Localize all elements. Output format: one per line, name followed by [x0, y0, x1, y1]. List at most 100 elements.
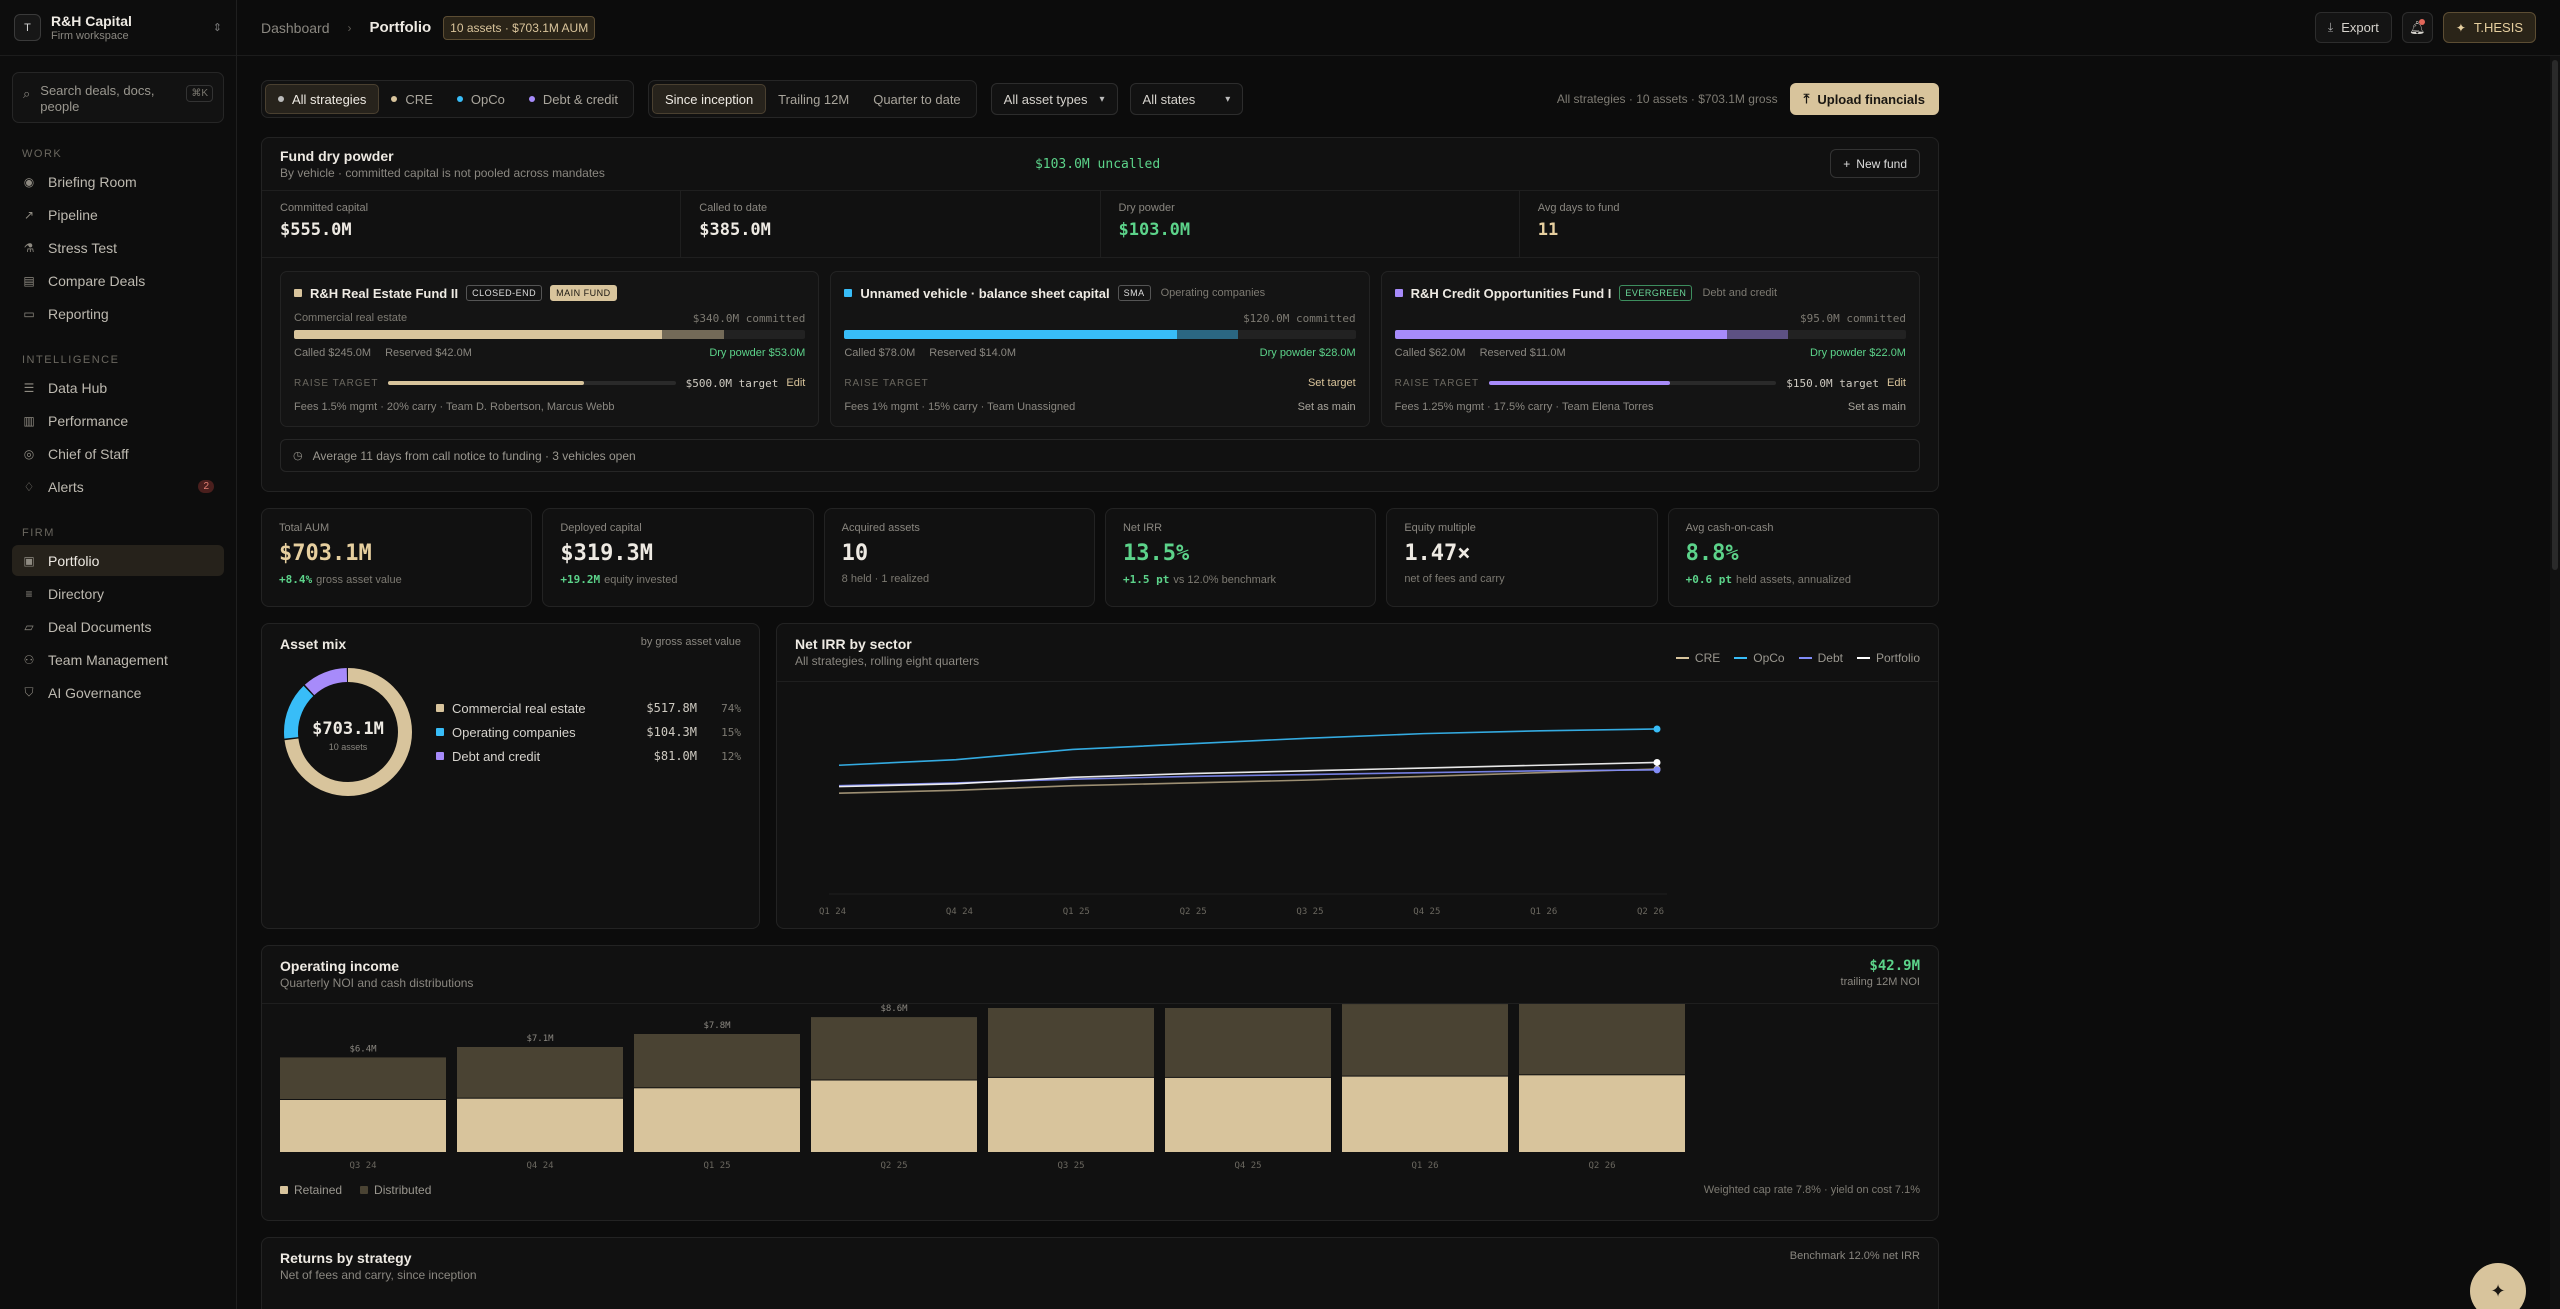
workspace-switcher[interactable]: T R&H Capital Firm workspace ⇕ [0, 0, 236, 56]
strategy-label: OpCo [470, 91, 505, 107]
search-placeholder: Search deals, docs, people [40, 83, 155, 114]
sidebar-item-chief-of-staff[interactable]: ◎ Chief of Staff [12, 438, 224, 469]
trailing-noi-label: trailing 12M NOI [1840, 976, 1920, 988]
upload-financials-button[interactable]: ⤒ Upload financials [1789, 83, 1939, 115]
asset-mix-row: Operating companies $104.3M 15% [436, 720, 741, 744]
asset-type-select[interactable]: All asset types ▾ [990, 83, 1118, 115]
legend-item: Debt [1798, 647, 1843, 669]
asset-mix-row: Commercial real estate $517.8M 74% [436, 696, 741, 720]
nav-section-intelligence: INTELLIGENCE [22, 354, 120, 366]
sidebar-item-label: Stress Test [48, 239, 117, 256]
raise-target-value: $150.0M target [1786, 376, 1880, 390]
period-option[interactable]: Quarter to date [873, 91, 961, 107]
sidebar-item-team-management[interactable]: ⚇ Team Management [12, 644, 224, 675]
strategy-option[interactable]: CRE [379, 84, 444, 114]
fund-committed: $340.0M committed [692, 312, 806, 325]
sidebar-item-pipeline[interactable]: ↗ Pipeline [12, 199, 224, 230]
period-option[interactable]: Trailing 12M [778, 91, 850, 107]
raise-progress [388, 381, 584, 385]
x-tick-label: Q1 25 [1063, 907, 1090, 917]
state-select[interactable]: All states ▾ [1129, 83, 1244, 115]
sidebar-item-performance[interactable]: ▥ Performance [12, 405, 224, 436]
fund-name: Unnamed vehicle · balance sheet capital [860, 285, 1110, 301]
sidebar-item-briefing-room[interactable]: ◉ Briefing Room [12, 166, 224, 197]
trend-icon: ↗ [23, 207, 35, 222]
sidebar-item-deal-documents[interactable]: ▱ Deal Documents [12, 611, 224, 642]
legend-retained: Retained [294, 1183, 343, 1197]
legend-distributed: Distributed [374, 1183, 432, 1197]
strategy-dot [278, 96, 284, 102]
raise-target-action[interactable]: Edit [1887, 377, 1906, 389]
stat-label: Called to date [699, 202, 768, 214]
kpi-delta: +19.2M [560, 573, 601, 586]
kpi-note: equity invested [604, 574, 678, 586]
series-line [838, 768, 1658, 794]
search-input[interactable]: ⌕ Search deals, docs, people ⌘K [12, 72, 224, 123]
scrollbar[interactable] [2550, 56, 2560, 1309]
bar-retained [811, 1080, 977, 1152]
irr-legend: CRE OpCo Debt Portfolio [1675, 647, 1920, 669]
kpi-value: $703.1M [279, 541, 372, 566]
donut-center-sub: 10 assets [329, 742, 368, 752]
series-endpoint [1653, 766, 1661, 774]
fund-dry-powder: Dry powder $22.0M [1809, 347, 1906, 359]
panel-subtitle: Quarterly NOI and cash distributions [280, 976, 474, 990]
notifications-button[interactable]: 🔔︎ [2401, 12, 2433, 43]
irr-line-chart: Q1 24 Q4 24 Q1 25 Q2 25 Q3 25 Q4 25 Q1 26 Q2 26 [819, 725, 1667, 917]
workspace-name: R&H Capital [51, 13, 132, 29]
breadcrumb-dashboard[interactable]: Dashboard [261, 19, 330, 36]
mix-value: $81.0M [653, 749, 697, 763]
strategy-option[interactable]: Debt & credit [517, 84, 630, 114]
kpi-value: 8.8% [1685, 541, 1739, 566]
sidebar-item-stress-test[interactable]: ⚗ Stress Test [12, 232, 224, 263]
clock-icon: ◷ [293, 450, 303, 462]
fund-capital-bar [844, 330, 1356, 339]
sidebar-item-compare-deals[interactable]: ▤ Compare Deals [12, 265, 224, 296]
strategy-option[interactable]: All strategies [265, 84, 380, 114]
sidebar-item-reporting[interactable]: ▭ Reporting [12, 298, 224, 329]
thesis-button[interactable]: ✦ T.HESIS [2442, 12, 2536, 43]
sidebar: T R&H Capital Firm workspace ⇕ ⌕ Search … [0, 0, 237, 1309]
raise-target-action[interactable]: Edit [786, 377, 806, 389]
set-as-main-button[interactable]: Set as main [1297, 401, 1356, 413]
raise-target-action[interactable]: Set target [1307, 377, 1356, 389]
net-irr-panel: Net IRR by sector All strategies, rollin… [776, 623, 1939, 929]
sidebar-item-directory[interactable]: ≡ Directory [12, 578, 224, 609]
donut-slice [284, 668, 412, 796]
kpi-value: $319.3M [560, 541, 654, 566]
sidebar-item-data-hub[interactable]: ☰ Data Hub [12, 372, 224, 403]
period-option[interactable]: Since inception [652, 84, 767, 114]
x-tick-label: Q1 26 [1530, 907, 1557, 917]
legend-line [1856, 657, 1870, 659]
bell-icon: ♢ [23, 479, 35, 494]
sidebar-item-label: Reporting [48, 305, 109, 322]
strategy-option[interactable]: OpCo [445, 84, 517, 114]
avg-funding-text: Average 11 days from call notice to fund… [312, 448, 636, 463]
assistant-fab-button[interactable]: ✦ [2470, 1263, 2526, 1309]
x-tick-label: Q3 25 [1296, 907, 1323, 917]
sidebar-item-label: Briefing Room [48, 173, 137, 190]
list-icon: ≡ [25, 586, 33, 601]
sparkle-icon: ✦ [2490, 1280, 2506, 1301]
stat-label: Dry powder [1118, 202, 1175, 214]
fund-fees: Fees 1.25% mgmt · 17.5% carry · Team Ele… [1394, 401, 1654, 413]
new-fund-button[interactable]: + New fund [1830, 149, 1920, 178]
export-button[interactable]: ⤓ Export [2314, 12, 2392, 43]
legend-line [1734, 657, 1748, 659]
strategy-dot [391, 96, 398, 102]
new-fund-label: New fund [1856, 156, 1907, 171]
sidebar-item-portfolio[interactable]: ▣ Portfolio [12, 545, 224, 576]
bar-retained [1342, 1076, 1508, 1152]
topbar: Dashboard › Portfolio 10 assets · $703.1… [237, 0, 2560, 56]
scrollbar-thumb[interactable] [2552, 60, 2558, 570]
panel-title: Returns by strategy [280, 1250, 412, 1266]
sidebar-item-ai-governance[interactable]: ⛉ AI Governance [12, 677, 224, 708]
bar-distributed [811, 1017, 977, 1080]
fund-called: Called $78.0M [844, 347, 916, 359]
fund-tag: SMA [1117, 285, 1151, 301]
kpi-value: 1.47× [1404, 541, 1471, 566]
set-as-main-button[interactable]: Set as main [1847, 401, 1906, 413]
briefcase-icon: ▣ [23, 553, 35, 568]
shield-icon: ⛉ [24, 685, 34, 699]
sidebar-item-alerts[interactable]: ♢ Alerts 2 [12, 471, 224, 502]
